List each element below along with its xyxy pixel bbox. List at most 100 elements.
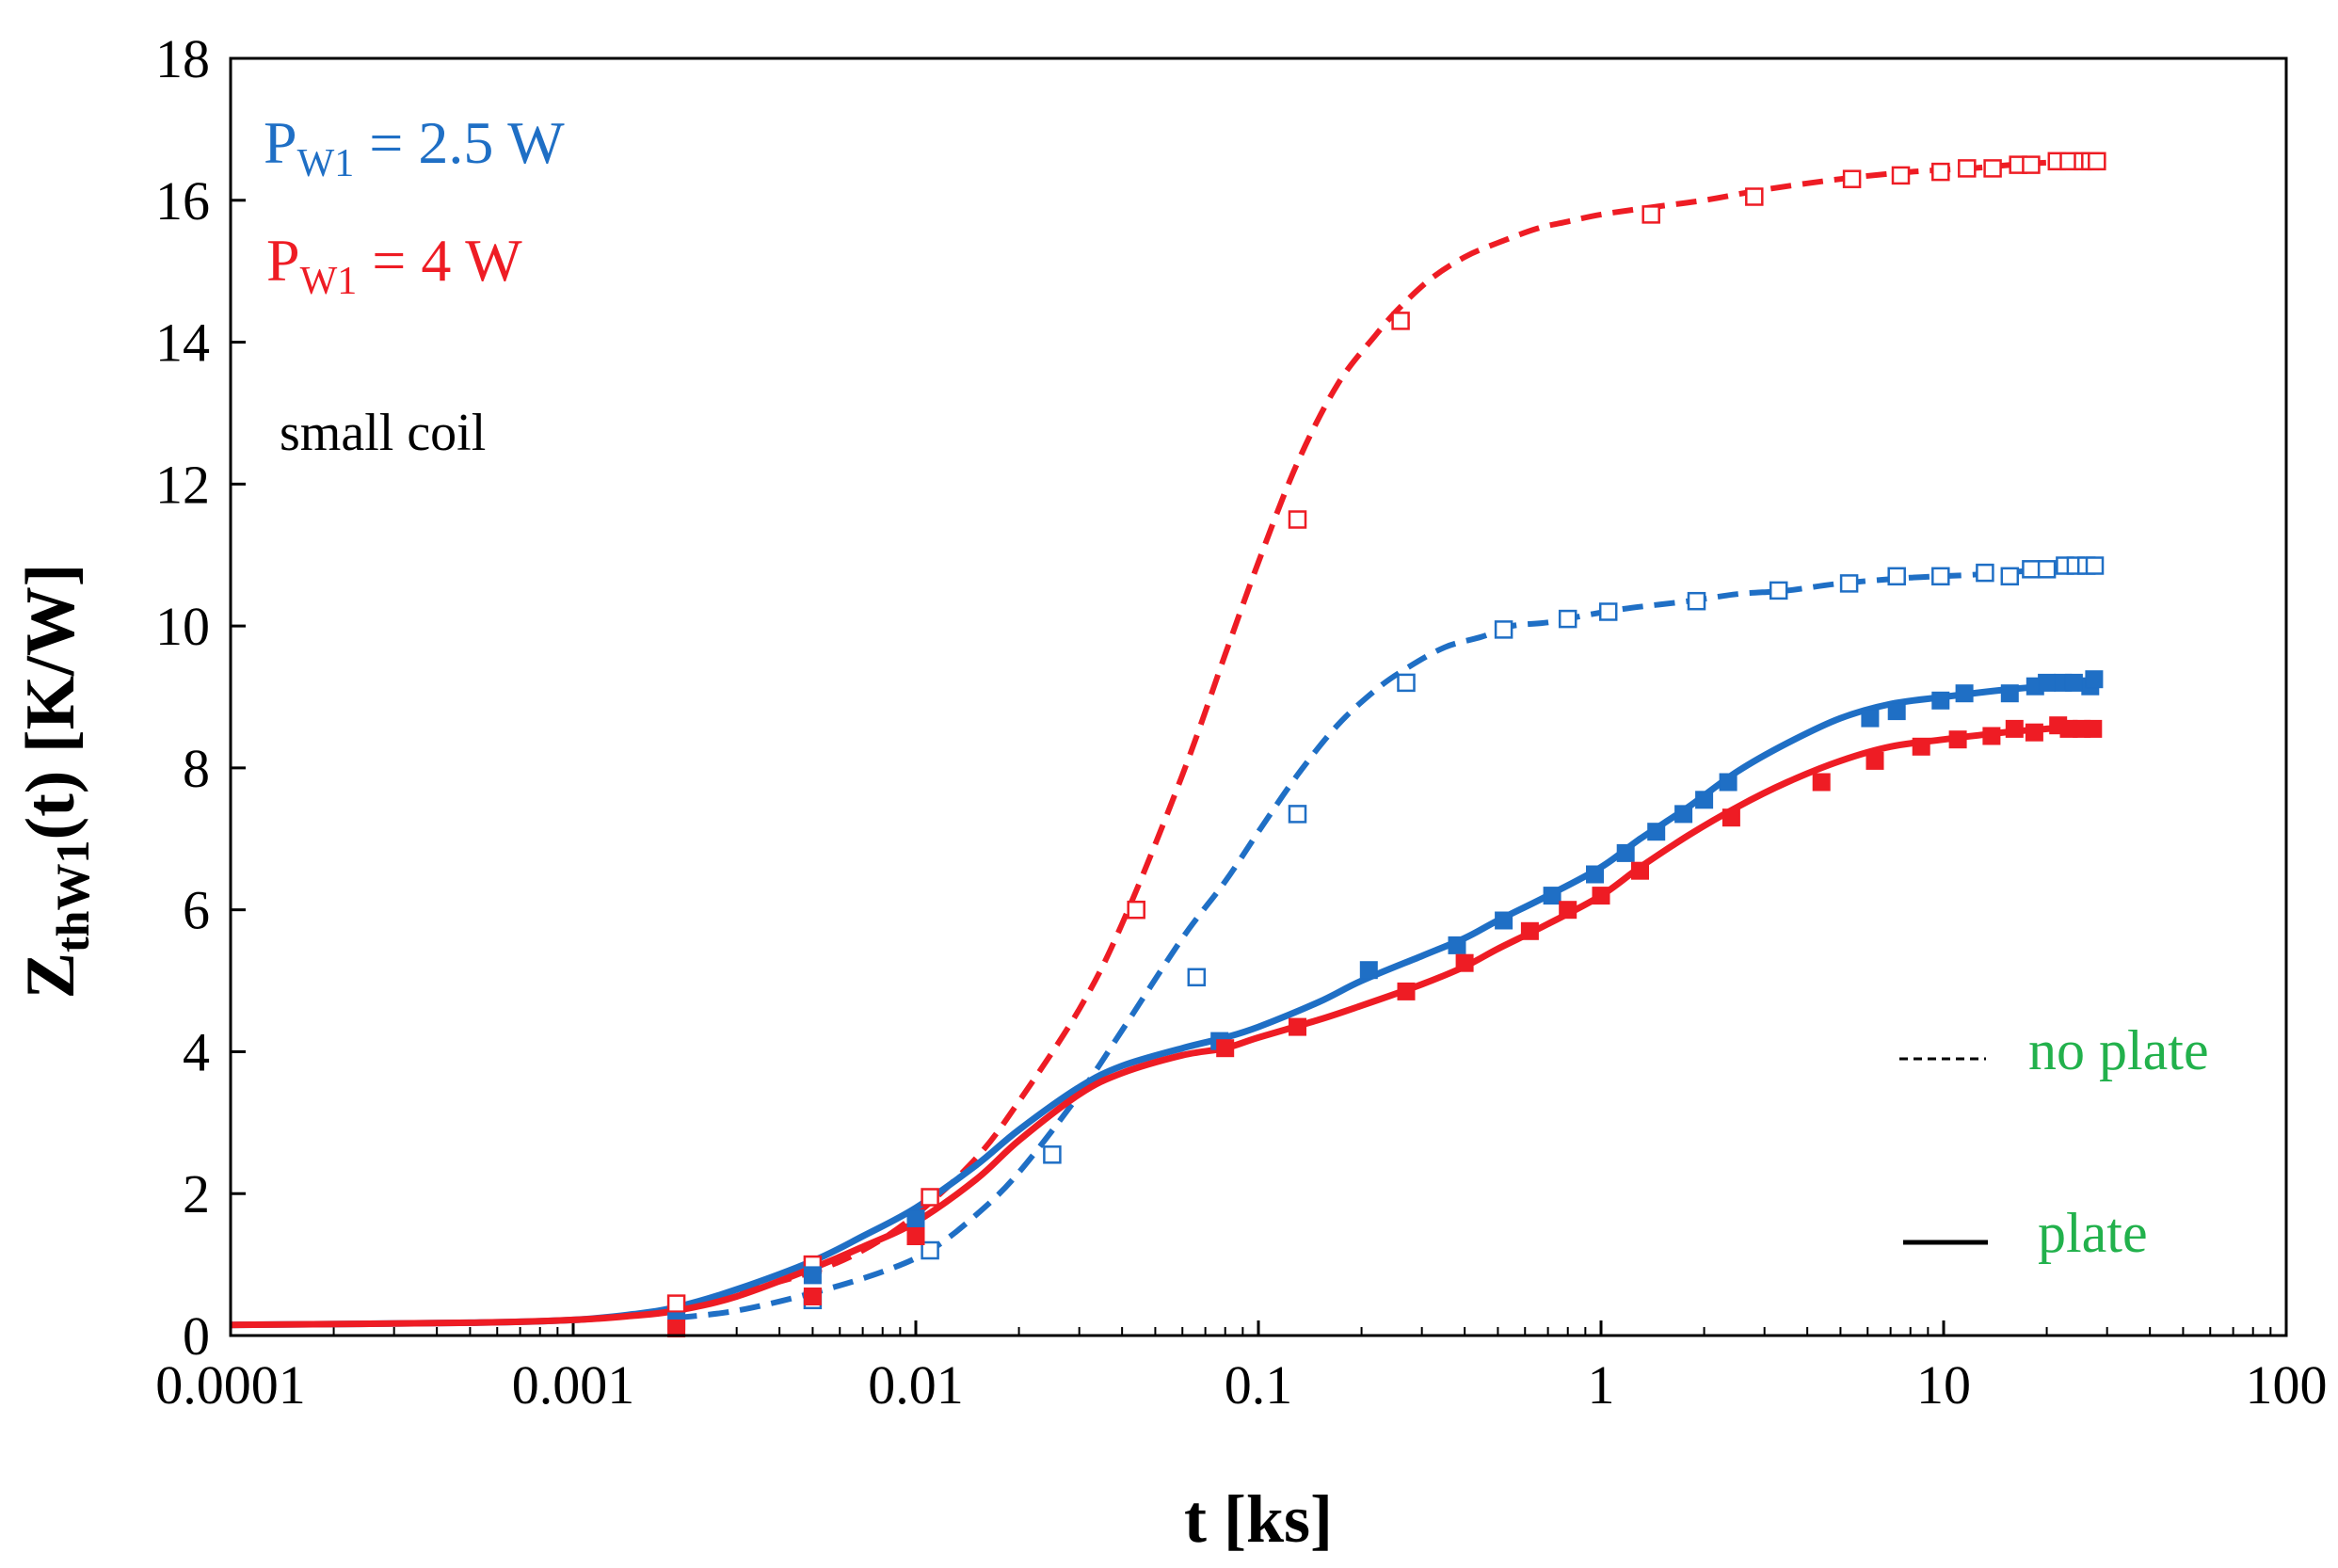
data-point-series-3: [1931, 567, 1950, 586]
data-point-series-5: [1955, 684, 1974, 703]
data-point-series-7: [2005, 719, 2024, 738]
data-point-series-5: [1359, 961, 1378, 980]
data-point-series-3: [1887, 567, 1906, 586]
annotation-blue-main: P: [264, 109, 297, 176]
annotation-red-main: P: [266, 227, 300, 294]
data-point-series-7: [1812, 773, 1831, 792]
y-tick-label: 10: [155, 596, 210, 657]
y-axis-title: ZthW1(t) [K/W]: [12, 564, 99, 1000]
data-point-series-7: [2025, 723, 2043, 742]
data-point-series-1: [1842, 169, 1862, 188]
data-point-series-3: [1769, 581, 1788, 600]
x-tick-label: 0.1: [1225, 1354, 1293, 1416]
data-point-series-5: [2064, 673, 2083, 692]
data-point-series-5: [2000, 684, 2019, 703]
series-lines: [230, 158, 2098, 1329]
data-point-series-1: [1745, 187, 1764, 206]
axis-ticks: 0 2 4 6 8 10 12 14 16 18 0.0001 0.001 0.01 0.1 1 10 100: [155, 28, 2328, 1416]
data-point-series-1: [2088, 152, 2106, 171]
data-point-series-3: [2037, 560, 2057, 579]
annotation-red-rest: = 4 W: [357, 227, 522, 294]
series-line-0: [230, 158, 2097, 1328]
data-point-series-3: [1494, 620, 1513, 639]
data-point-series-3: [921, 1240, 939, 1260]
data-point-series-5: [2085, 670, 2104, 689]
data-point-series-1: [1958, 159, 1977, 178]
x-tick-label: 0.001: [512, 1354, 635, 1416]
annotation-small-coil: small coil: [280, 404, 486, 462]
data-point-series-5: [1543, 887, 1561, 905]
data-point-series-7: [1592, 887, 1610, 905]
data-point-series-5: [1586, 865, 1604, 884]
data-point-series-1: [1931, 162, 1950, 182]
series-line-6: [230, 722, 2098, 1329]
data-point-series-5: [1861, 709, 1880, 728]
data-point-series-3: [1043, 1145, 1062, 1164]
y-tick-label: 16: [155, 170, 210, 232]
data-point-series-7: [1216, 1039, 1235, 1058]
data-point-series-3: [1288, 805, 1307, 824]
annotation-blue-rest: = 2.5 W: [354, 109, 565, 176]
data-point-series-7: [1397, 982, 1416, 1000]
legend-no-plate-label: no plate: [2028, 1019, 2209, 1081]
data-point-series-3: [1598, 602, 1618, 621]
data-point-series-1: [1288, 510, 1307, 529]
series-markers: [666, 152, 2106, 1337]
data-point-series-5: [1616, 843, 1635, 862]
data-point-series-3: [2022, 560, 2041, 579]
annotation-blue-power: PW1 = 2.5 W: [264, 109, 565, 185]
data-point-series-3: [1687, 591, 1706, 611]
y-tick-label: 0: [183, 1305, 210, 1367]
plot-frame: [229, 56, 2288, 1337]
y-axis-title-rest: (t) [K/W]: [12, 564, 89, 840]
data-point-series-1: [1391, 312, 1410, 330]
x-tick-label: 10: [1916, 1354, 1971, 1416]
data-point-series-7: [1631, 861, 1649, 880]
data-point-series-7: [2084, 719, 2103, 738]
data-point-series-5: [1931, 691, 1950, 710]
y-tick-label: 14: [155, 312, 210, 374]
legend: no plate plate: [1899, 1019, 2209, 1264]
data-point-series-1: [921, 1188, 939, 1207]
data-point-series-5: [1495, 911, 1513, 930]
data-point-series-5: [1887, 702, 1906, 721]
data-point-series-5: [1647, 823, 1666, 841]
data-point-series-7: [906, 1227, 925, 1245]
data-point-series-7: [1559, 901, 1577, 920]
series-line-2: [676, 563, 2098, 1321]
data-point-series-3: [1558, 609, 1577, 629]
y-axis-title-sub: thW1: [46, 840, 99, 952]
data-point-series-3: [1976, 563, 1994, 583]
legend-plate-label: plate: [2038, 1202, 2148, 1264]
data-point-series-5: [1695, 791, 1714, 809]
data-point-series-1: [1127, 900, 1145, 920]
y-tick-label: 2: [183, 1163, 210, 1224]
data-point-series-7: [1866, 751, 1884, 770]
data-point-series-7: [1912, 737, 1930, 756]
data-point-series-3: [2085, 556, 2105, 575]
data-point-series-3: [1839, 574, 1859, 593]
x-tick-label: 0.0001: [155, 1354, 306, 1416]
y-tick-label: 12: [155, 454, 210, 515]
data-point-series-5: [1674, 805, 1693, 824]
data-point-series-7: [1721, 808, 1740, 827]
data-point-series-3: [1397, 673, 1416, 693]
data-point-series-7: [1289, 1017, 1306, 1036]
data-point-series-5: [1448, 936, 1466, 954]
data-point-series-1: [2022, 155, 2041, 174]
data-point-series-7: [803, 1288, 822, 1305]
x-tick-label: 1: [1588, 1354, 1615, 1416]
data-point-series-7: [1520, 921, 1539, 940]
data-point-series-1: [1891, 166, 1911, 185]
data-point-series-3: [2000, 567, 2020, 586]
annotation-red-sub: W1: [300, 260, 358, 303]
data-point-series-1: [666, 1294, 686, 1313]
data-point-series-1: [1983, 159, 2002, 178]
series-line-4: [230, 679, 2098, 1329]
y-tick-label: 8: [183, 738, 210, 799]
x-axis-title: t [ks]: [1184, 1481, 1333, 1557]
y-tick-label: 4: [183, 1021, 210, 1082]
data-point-series-5: [906, 1209, 925, 1228]
